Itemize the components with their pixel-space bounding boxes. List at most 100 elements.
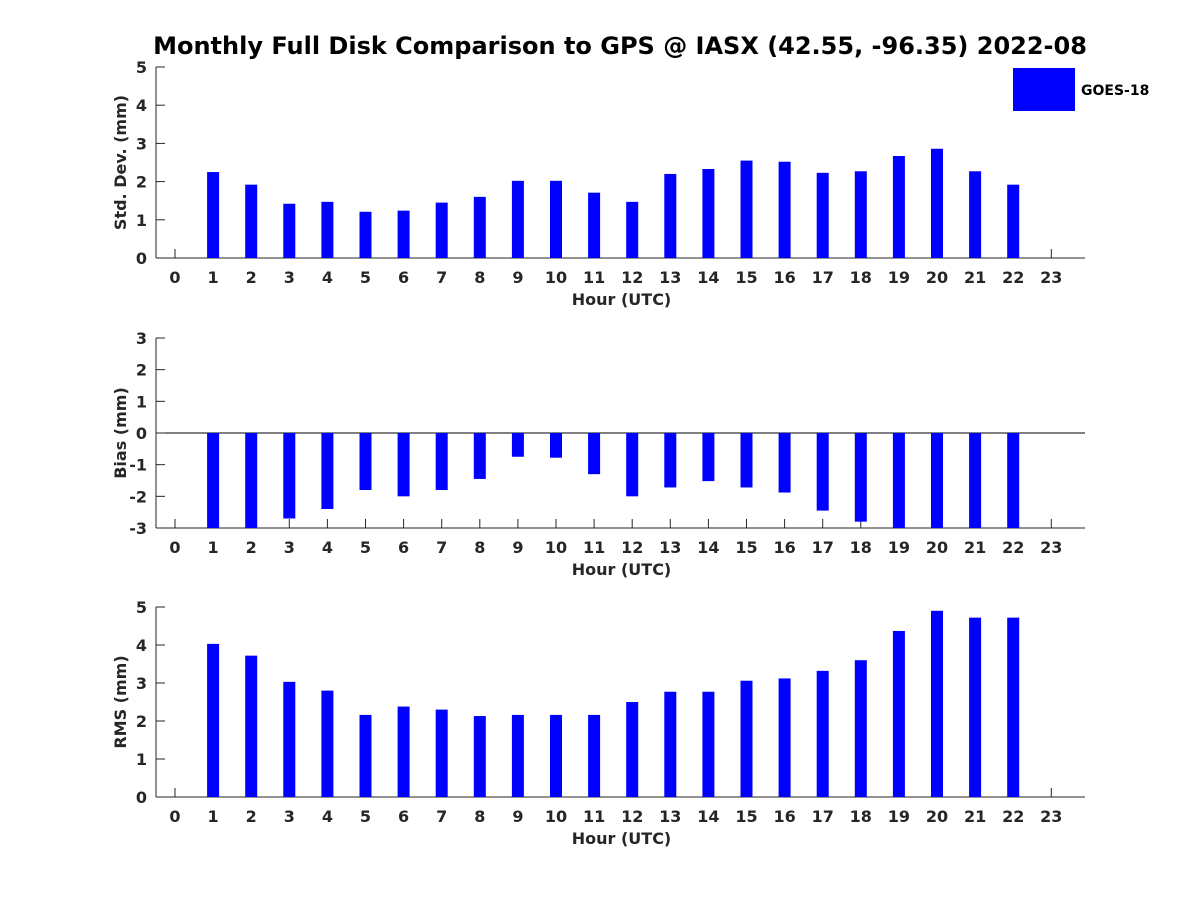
rms-xtick-label: 22 <box>1002 807 1024 826</box>
bias-bar-hour-16 <box>778 433 791 493</box>
legend-swatch-goes-18 <box>1013 68 1075 111</box>
std-xtick-label: 17 <box>812 268 834 287</box>
rms-xtick-label: 13 <box>659 807 681 826</box>
bias-ytick-label: 0 <box>136 424 147 443</box>
rms-bar-hour-19 <box>892 630 905 797</box>
std-ytick-label: 3 <box>136 134 147 153</box>
bias-xlabel: Hour (UTC) <box>572 560 672 579</box>
rms-xtick-label: 2 <box>246 807 257 826</box>
rms-bar-hour-2 <box>245 655 258 797</box>
std-bar-hour-19 <box>892 156 905 258</box>
chart-title: Monthly Full Disk Comparison to GPS @ IA… <box>153 32 1087 60</box>
std-bar-hour-9 <box>511 180 524 258</box>
std-bar-hour-4 <box>321 201 334 258</box>
bias-ytick-label: -2 <box>129 487 147 506</box>
rms-xtick-label: 10 <box>545 807 567 826</box>
rms-xtick-label: 9 <box>512 807 523 826</box>
bias-bar-hour-8 <box>473 433 486 479</box>
bias-bar-hour-15 <box>740 433 753 488</box>
std-xtick-label: 14 <box>697 268 719 287</box>
rms-xtick-label: 4 <box>322 807 333 826</box>
std-bar-hour-15 <box>740 160 753 258</box>
rms-bar-hour-6 <box>397 706 410 797</box>
rms-ytick-label: 0 <box>136 788 147 807</box>
rms-bar-hour-9 <box>511 714 524 797</box>
std-xtick-label: 3 <box>284 268 295 287</box>
std-ytick-label: 0 <box>136 249 147 268</box>
bias-ytick-label: -3 <box>129 519 147 538</box>
std-xtick-label: 10 <box>545 268 567 287</box>
bias-xtick-label: 15 <box>735 538 757 557</box>
std-bar-hour-17 <box>816 172 829 258</box>
bias-ytick-label: -1 <box>129 456 147 475</box>
rms-xtick-label: 20 <box>926 807 948 826</box>
std-bar-hour-20 <box>931 148 943 258</box>
rms-xtick-label: 1 <box>208 807 219 826</box>
bias-ytick-label: 3 <box>136 329 147 348</box>
std-ytick-label: 5 <box>136 58 147 77</box>
rms-bar-hour-13 <box>664 691 677 797</box>
bias-ytick-label: 1 <box>136 392 147 411</box>
std-bar-hour-14 <box>702 168 715 258</box>
rms-xtick-label: 19 <box>888 807 910 826</box>
std-bar-hour-2 <box>245 184 258 258</box>
bias-xtick-label: 12 <box>621 538 643 557</box>
std-xtick-label: 11 <box>583 268 605 287</box>
rms-xtick-label: 8 <box>474 807 485 826</box>
bias-xtick-label: 10 <box>545 538 567 557</box>
bias-bar-hour-9 <box>511 433 524 457</box>
rms-bar-hour-7 <box>435 709 448 797</box>
std-bar-hour-13 <box>664 173 677 258</box>
std-xtick-label: 15 <box>735 268 757 287</box>
std-xtick-label: 22 <box>1002 268 1024 287</box>
bias-xtick-label: 3 <box>284 538 295 557</box>
rms-xtick-label: 17 <box>812 807 834 826</box>
std-xtick-label: 16 <box>773 268 795 287</box>
bias-xtick-label: 1 <box>208 538 219 557</box>
rms-bar-hour-8 <box>473 716 486 797</box>
bias-xtick-label: 7 <box>436 538 447 557</box>
bias-bar-hour-19 <box>892 433 905 528</box>
rms-ytick-label: 2 <box>136 712 147 731</box>
std-bar-hour-21 <box>969 171 982 258</box>
rms-bar-hour-22 <box>1007 617 1020 797</box>
rms-ytick-label: 1 <box>136 750 147 769</box>
std-ytick-label: 2 <box>136 173 147 192</box>
bias-bar-hour-21 <box>969 433 982 528</box>
std-ytick-label: 4 <box>136 96 147 115</box>
std-xlabel: Hour (UTC) <box>572 290 672 309</box>
bias-bar-hour-18 <box>854 433 867 522</box>
bias-xtick-label: 17 <box>812 538 834 557</box>
bias-xtick-label: 16 <box>773 538 795 557</box>
rms-bar-hour-21 <box>969 617 982 797</box>
std-bar-hour-22 <box>1007 184 1020 258</box>
bias-xtick-label: 18 <box>850 538 872 557</box>
rms-bar-hour-16 <box>778 678 791 797</box>
std-ylabel: Std. Dev. (mm) <box>111 95 130 230</box>
bias-bar-hour-17 <box>816 433 829 511</box>
rms-ytick-label: 5 <box>136 598 147 617</box>
std-xtick-label: 4 <box>322 268 333 287</box>
rms-bars <box>207 610 1020 797</box>
std-xtick-label: 2 <box>246 268 257 287</box>
rms-xtick-label: 7 <box>436 807 447 826</box>
bias-bars <box>207 433 1020 528</box>
rms-bar-hour-1 <box>207 643 220 797</box>
bias-xtick-label: 6 <box>398 538 409 557</box>
rms-xlabel: Hour (UTC) <box>572 829 672 848</box>
rms-xtick-label: 11 <box>583 807 605 826</box>
legend: GOES-18 <box>1013 68 1149 111</box>
bias-bar-hour-6 <box>397 433 410 497</box>
bias-xtick-label: 14 <box>697 538 719 557</box>
rms-xtick-label: 6 <box>398 807 409 826</box>
bias-bar-hour-13 <box>664 433 677 488</box>
rms-xtick-label: 12 <box>621 807 643 826</box>
std-xtick-label: 12 <box>621 268 643 287</box>
bias-bar-hour-5 <box>359 433 372 490</box>
bias-xtick-label: 0 <box>169 538 180 557</box>
bias-xtick-label: 9 <box>512 538 523 557</box>
std-xtick-label: 9 <box>512 268 523 287</box>
